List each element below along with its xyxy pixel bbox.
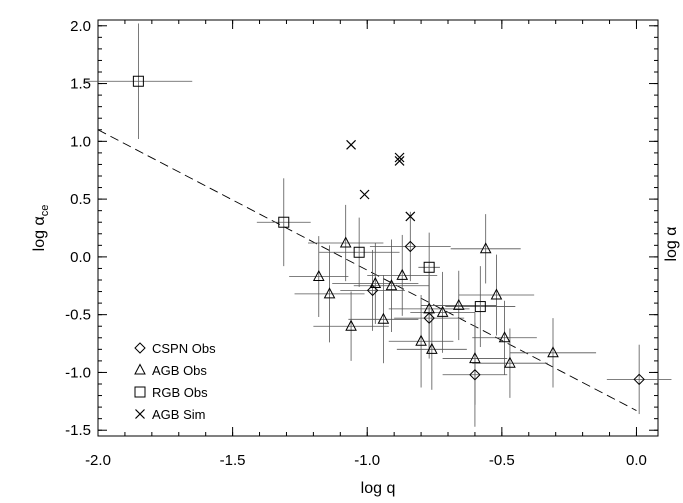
x-tick-label: -1.5: [220, 452, 246, 469]
y-tick-label: -1.0: [65, 364, 91, 381]
y-axis-label-subscript: ce: [39, 205, 51, 217]
adjacent-panel-label-fragment: log α: [663, 226, 680, 261]
y-tick-label: 0.0: [70, 249, 91, 266]
triangle-marker: [469, 352, 481, 364]
x-tick-label: -1.0: [354, 452, 380, 469]
plot-area: [97, 19, 659, 437]
x-marker-stroke: [394, 156, 405, 166]
diamond-marker: [633, 373, 645, 386]
fit-line: [97, 129, 637, 411]
legend-label: RGB Obs: [152, 385, 208, 400]
legend: CSPN Obs AGB Obs RGB Obs AGB Sim: [134, 341, 216, 422]
y-tick-label: 2.0: [70, 18, 91, 35]
triangle-marker: [498, 331, 511, 343]
square-marker: [278, 216, 290, 228]
triangle-marker: [323, 287, 336, 299]
diamond-marker: [423, 312, 435, 324]
x-tick-label: -2.0: [85, 452, 111, 469]
x-marker: [359, 189, 370, 200]
x-marker-stroke: [405, 211, 416, 222]
square-marker: [134, 386, 146, 398]
x-tick-label: -0.5: [489, 452, 515, 469]
triangle-marker: [369, 276, 382, 288]
x-marker: [394, 156, 405, 166]
triangle-marker: [423, 302, 435, 314]
triangle-marker: [134, 363, 146, 375]
triangle-marker: [312, 269, 325, 282]
y-tick-label: 1.0: [70, 133, 91, 150]
legend-label: AGB Obs: [152, 363, 207, 378]
x-marker-stroke: [394, 152, 405, 163]
triangle-marker: [339, 236, 352, 248]
diamond-marker: [134, 342, 146, 354]
triangle-marker: [504, 356, 516, 368]
x-marker-stroke: [359, 189, 370, 200]
y-axis-label: log αce: [31, 205, 51, 252]
triangle-marker: [479, 242, 492, 254]
triangle-marker: [547, 346, 559, 358]
x-marker: [135, 409, 145, 419]
triangle-marker: [385, 279, 398, 291]
diamond-marker: [366, 284, 379, 297]
y-tick-label: -1.5: [65, 422, 91, 439]
triangle-marker: [436, 305, 449, 317]
x-axis-label: log q: [361, 480, 396, 497]
y-tick-label: 1.5: [70, 76, 91, 93]
ticks-layer: -2.0 -1.5 -1.0 -0.5 0.0 2.0 1.5 1.0 0.5 0.0 -0.5 -1…: [65, 18, 658, 469]
square-marker: [353, 246, 365, 258]
triangle-marker: [415, 334, 427, 346]
triangle-marker: [490, 288, 503, 300]
square-marker: [132, 75, 144, 87]
triangle-marker: [345, 319, 357, 331]
y-axis-label-main: log α: [31, 216, 48, 251]
fit-line-layer: [97, 129, 637, 411]
legend-label: CSPN Obs: [152, 341, 216, 356]
triangle-marker: [426, 342, 438, 354]
x-tick-label: 0.0: [626, 452, 647, 469]
x-marker-stroke: [346, 139, 357, 150]
diamond-marker: [469, 369, 481, 381]
triangle-marker: [377, 312, 390, 324]
triangle-marker: [396, 268, 409, 280]
y-tick-label: 0.5: [70, 191, 91, 208]
square-marker: [423, 261, 435, 273]
x-marker-stroke: [135, 409, 145, 419]
square-marker: [474, 301, 486, 313]
x-marker: [405, 211, 416, 222]
x-marker: [394, 152, 405, 163]
error-bars-layer: [84, 23, 672, 427]
x-marker: [346, 139, 357, 150]
legend-label: AGB Sim: [152, 407, 205, 422]
y-tick-label: -0.5: [65, 307, 91, 324]
diamond-marker: [404, 240, 417, 253]
markers-layer: [132, 75, 645, 386]
triangle-marker: [452, 298, 465, 310]
